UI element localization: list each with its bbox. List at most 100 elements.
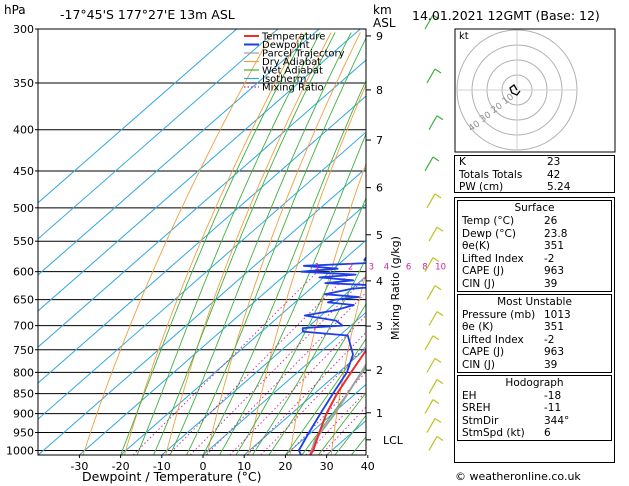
legend-label: Parcel Trajectory xyxy=(262,49,345,60)
wind-barb-flag xyxy=(432,399,440,405)
dry-adiabat-line xyxy=(206,32,361,455)
wind-barb-flag xyxy=(434,193,442,199)
most-unstable-row: θe (K) 351 xyxy=(458,321,611,334)
hodograph-stat-value: -18 xyxy=(544,389,562,402)
km-tick-label: 8 xyxy=(376,84,383,97)
hodograph-stat-label: SREH xyxy=(462,402,491,415)
km-tick-label: 7 xyxy=(376,134,383,147)
mixing-ratio-tick-label: 8 xyxy=(422,263,427,273)
wind-barb-flag xyxy=(436,226,444,232)
index-value: 5.24 xyxy=(547,181,571,194)
km-tick-label: 1 xyxy=(376,407,383,420)
index-label: PW (cm) xyxy=(459,181,504,194)
hodograph-stat-row: StmSpd (kt) 6 xyxy=(458,427,611,440)
wind-barb-flag xyxy=(432,257,440,263)
most-unstable-title: Most Unstable xyxy=(497,295,572,308)
isotherm-line xyxy=(38,29,279,240)
hodograph-stat-value: -11 xyxy=(544,402,562,415)
temperature-tick-label: 10 xyxy=(237,460,251,473)
wet-adiabat-line xyxy=(153,32,336,455)
surface-label: Dewp (°C) xyxy=(462,227,516,240)
wet-adiabat-line xyxy=(169,32,352,455)
wet-adiabat-line xyxy=(268,303,366,455)
pressure-tick-label: 350 xyxy=(13,77,34,90)
stats-panel: Surface Temp (°C) 26 Dewp (°C) 23.8 θe(K) 351 L… xyxy=(454,197,615,463)
pressure-tick-label: 400 xyxy=(13,124,34,137)
legend-label: Dewpoint xyxy=(262,40,310,51)
wind-barb-flag xyxy=(432,156,440,162)
wind-barb-flag xyxy=(436,311,444,317)
wet-adiabat-line xyxy=(120,32,307,455)
mixing-ratio-tick-label: 3 xyxy=(369,263,374,273)
wind-barb-flag xyxy=(432,335,440,341)
index-label: Totals Totals xyxy=(459,168,523,181)
hodograph-section: Hodograph EH -18 SREH -11 StmDir 344° StmSpd (k… xyxy=(457,374,612,441)
wet-adiabat-line xyxy=(301,367,366,455)
axes: 3003504004505005506006507007508008509009… xyxy=(6,23,404,473)
hodograph-stat-row: EH -18 xyxy=(458,390,611,403)
hodograph-stat-value: 6 xyxy=(544,427,551,440)
temperature-line xyxy=(309,348,366,455)
surface-row: CIN (J) 39 xyxy=(458,278,611,291)
mixing-ratio-tick-label: 2 xyxy=(348,263,353,273)
surface-row: θe(K) 351 xyxy=(458,240,611,253)
wind-barb-flag xyxy=(436,379,444,385)
mixing-ratio-tick-label: 6 xyxy=(406,263,411,273)
temperature-tick-label: -20 xyxy=(112,460,130,473)
surface-row: Temp (°C) 26 xyxy=(458,215,611,228)
legend-label: Dry Adiabat xyxy=(262,57,321,68)
temperature-tick-label: 0 xyxy=(200,460,207,473)
wet-adiabat-line xyxy=(136,32,321,455)
pressure-tick-label: 300 xyxy=(13,23,34,36)
isotherm-line xyxy=(38,131,366,420)
hodograph-stat-title: Hodograph xyxy=(505,376,564,389)
most-unstable-row: Pressure (mb) 1013 xyxy=(458,309,611,322)
most-unstable-section: Most Unstable Pressure (mb) 1013 θe (K) 351 L… xyxy=(457,293,612,373)
km-tick-label: 5 xyxy=(376,229,383,242)
wind-barbs xyxy=(424,14,444,451)
mixing-ratio-tick-label: 4 xyxy=(384,263,389,273)
wind-barb xyxy=(428,311,438,326)
mixing-ratio-line xyxy=(132,273,317,455)
dewpoint-line xyxy=(297,256,366,455)
wet-adiabat-line xyxy=(202,79,366,455)
surface-row: Lifted Index -2 xyxy=(458,253,611,266)
indices-panel: K 23 Totals Totals 42 PW (cm) 5.24 xyxy=(454,155,615,193)
wind-barb xyxy=(428,379,438,394)
surface-label: θe(K) xyxy=(462,240,490,253)
most-unstable-label: Lifted Index xyxy=(462,333,524,346)
wet-adiabat-line xyxy=(186,36,366,455)
isotherm-line xyxy=(120,239,366,455)
km-tick-label: 6 xyxy=(376,182,383,195)
pressure-tick-label: 500 xyxy=(13,202,34,215)
plot-frame xyxy=(37,28,367,456)
km-tick-label: 2 xyxy=(376,364,383,377)
wet-adiabat-line xyxy=(285,338,366,455)
date-label: 14.01.2021 12GMT (Base: 12) xyxy=(412,8,600,23)
wind-barb xyxy=(426,418,436,433)
index-label: K xyxy=(459,156,466,168)
wind-barb-flag xyxy=(436,435,444,441)
temperature-tick-label: 40 xyxy=(361,460,375,473)
wind-barb xyxy=(424,335,434,351)
pressure-unit-label: hPa xyxy=(4,3,26,17)
surface-row: CAPE (J) 963 xyxy=(458,265,611,278)
wind-barb-flag xyxy=(436,115,444,121)
pressure-tick-label: 750 xyxy=(13,344,34,357)
surface-value: 351 xyxy=(544,240,565,253)
wind-barb xyxy=(424,399,434,414)
surface-label: CIN (J) xyxy=(462,277,495,290)
km-tick-label: 9 xyxy=(376,30,383,43)
legend-label: Wet Adiabat xyxy=(262,66,323,77)
most-unstable-row: CAPE (J) 963 xyxy=(458,346,611,359)
wet-adiabat-line xyxy=(318,392,366,455)
km-tick-label: 3 xyxy=(376,320,383,333)
surface-value: 39 xyxy=(544,277,558,290)
isotherm-line xyxy=(38,95,366,384)
surface-section: Surface Temp (°C) 26 Dewp (°C) 23.8 θe(K) 351 L… xyxy=(457,200,612,292)
mixing-ratio-tick-label: 1 xyxy=(315,263,320,273)
km-unit-label: km xyxy=(373,3,392,17)
surface-label: Lifted Index xyxy=(462,252,524,265)
wind-barb xyxy=(426,285,436,300)
